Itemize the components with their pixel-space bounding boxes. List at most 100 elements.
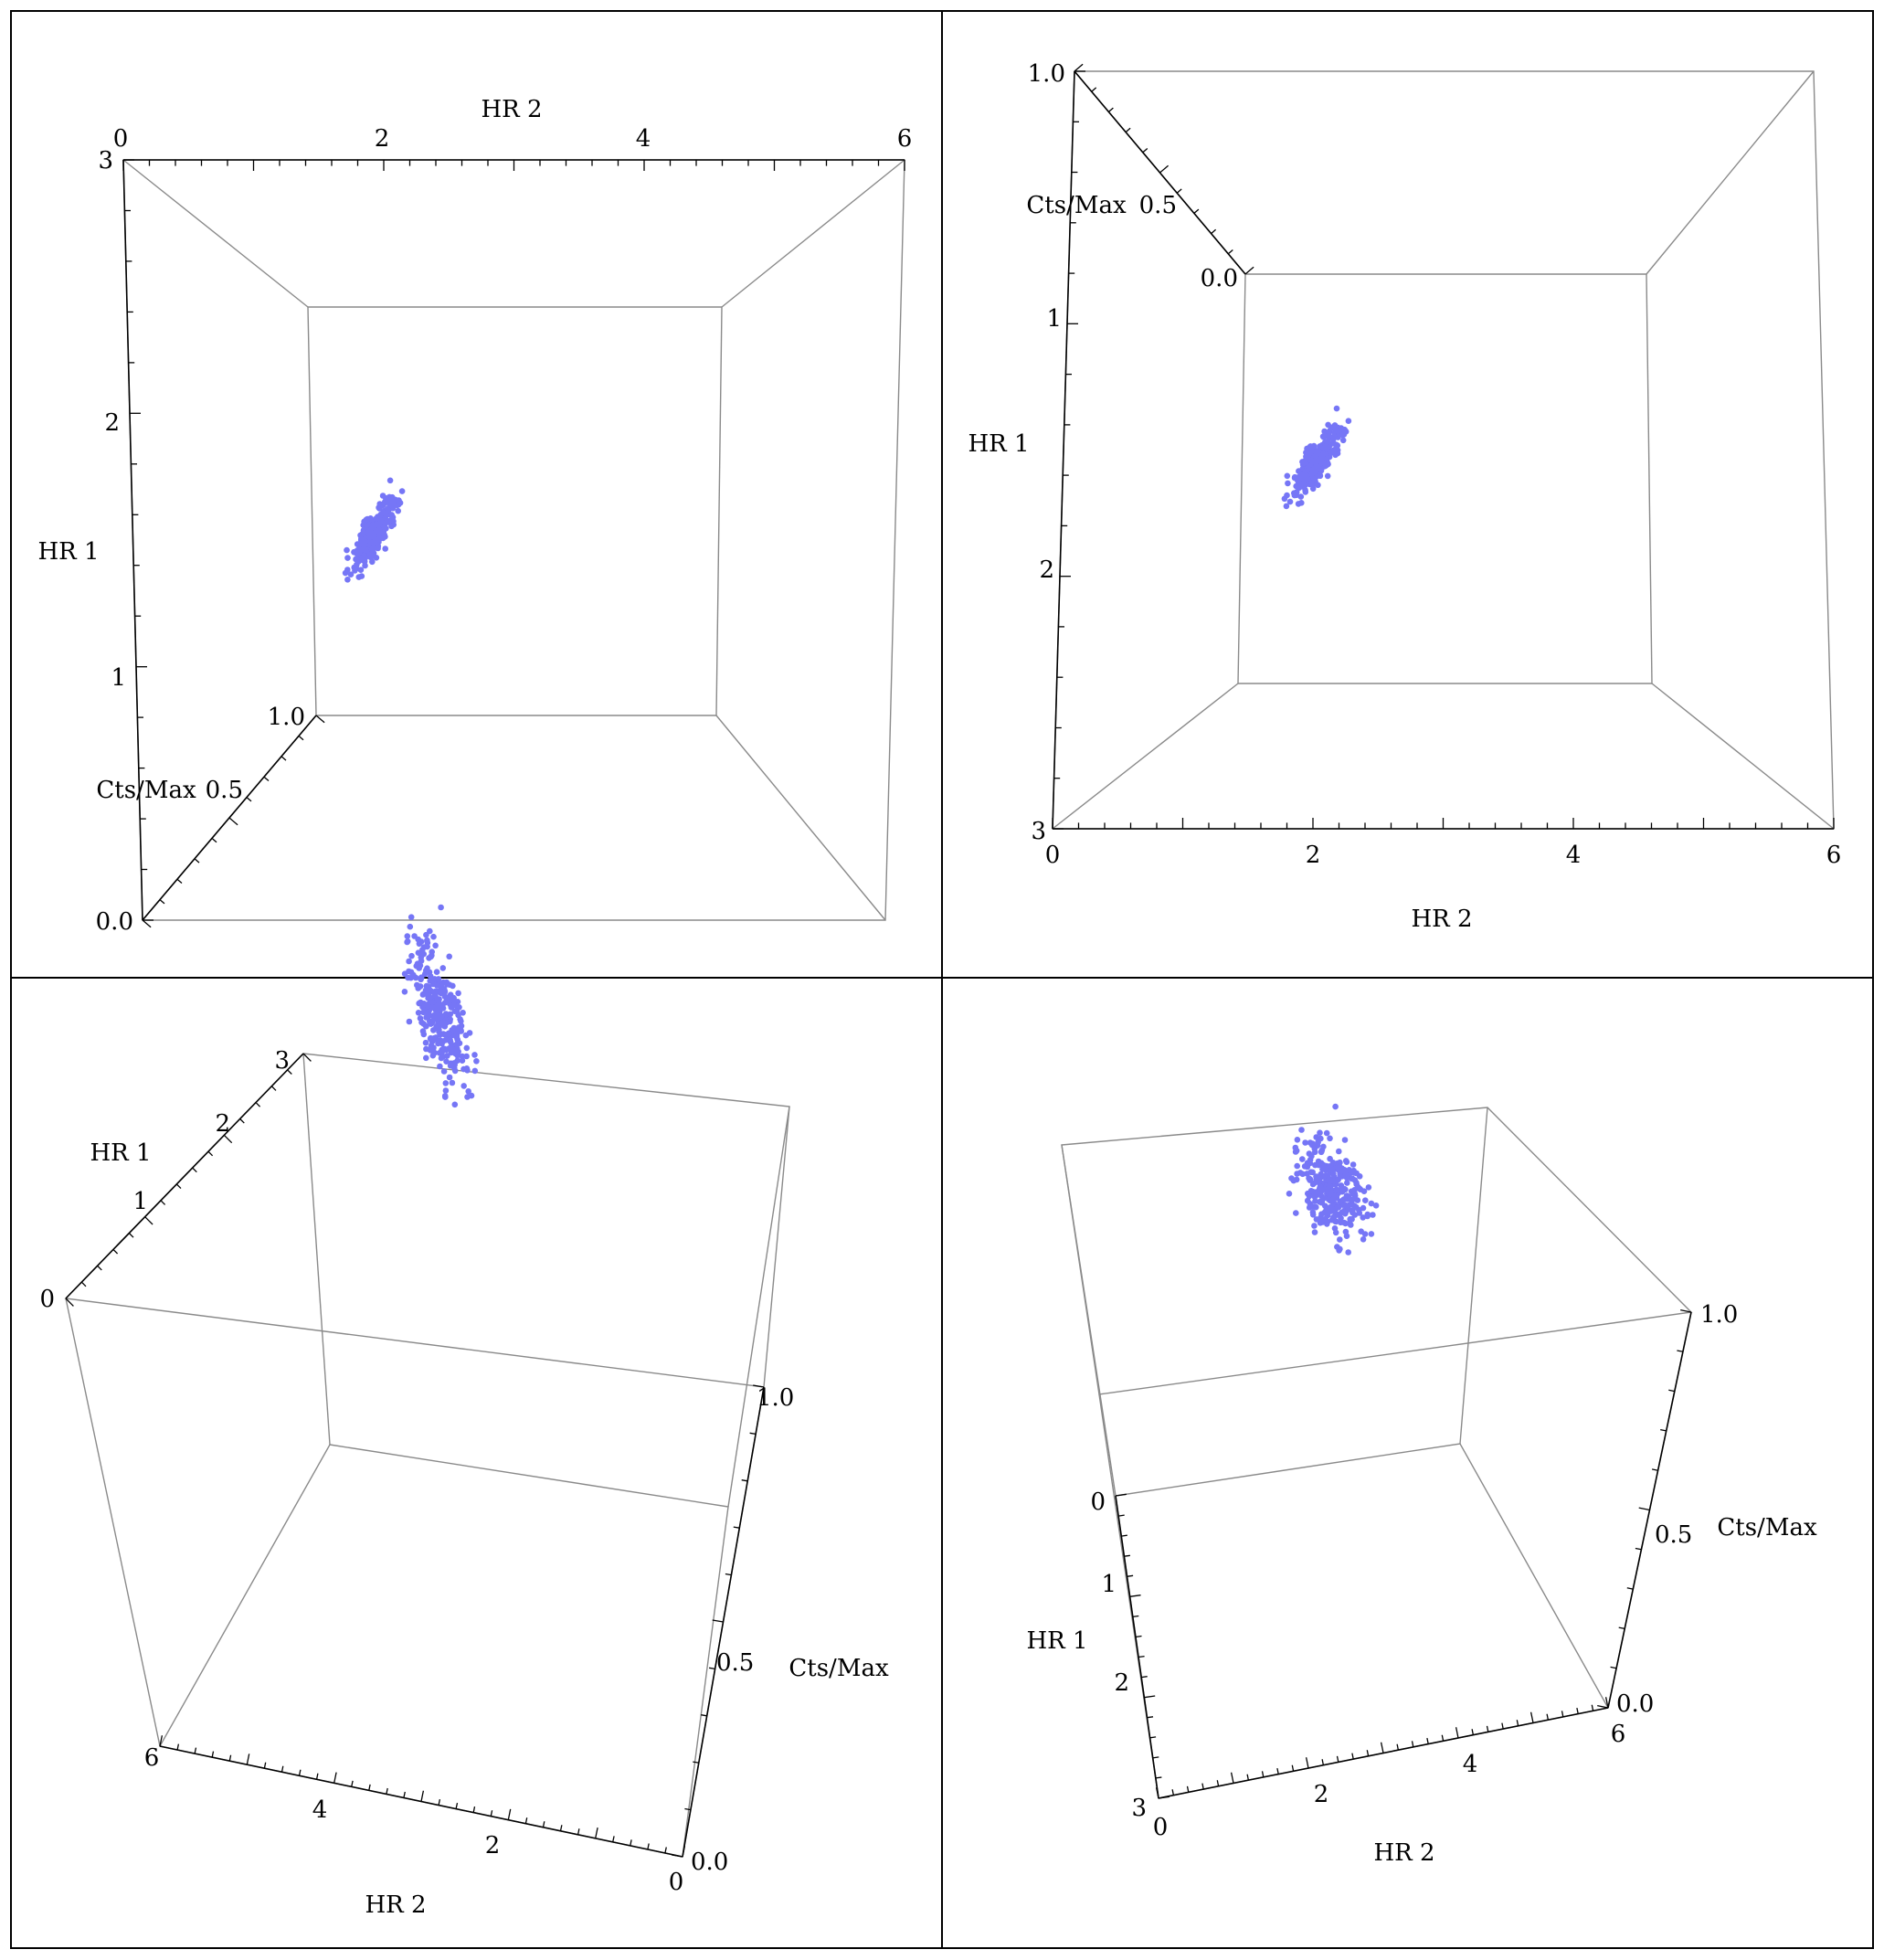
- data-point: [383, 494, 389, 502]
- data-point: [463, 1044, 471, 1052]
- data-point: [406, 968, 412, 975]
- hr1-tick-label: 3: [274, 1047, 290, 1075]
- axis-tick: [159, 1735, 164, 1747]
- data-point: [365, 529, 372, 535]
- data-point: [1345, 418, 1352, 425]
- axis-tick: [1441, 1734, 1445, 1742]
- data-point: [1312, 467, 1318, 473]
- data-point: [407, 914, 415, 920]
- data-point: [1350, 1196, 1357, 1202]
- data-point: [464, 1094, 471, 1100]
- data-point: [1299, 459, 1306, 465]
- axis-tick: [595, 1827, 598, 1838]
- data-point: [1302, 1139, 1308, 1146]
- data-point: [1307, 1177, 1313, 1183]
- data-point: [447, 1018, 453, 1025]
- data-point: [1342, 1186, 1349, 1193]
- axis-tick: [1142, 148, 1148, 154]
- axis-tick: [1261, 1771, 1265, 1778]
- data-point: [415, 1010, 422, 1016]
- hr1-tick-label: 3: [1131, 1795, 1147, 1822]
- panel-bottom-left: 3 2 1 0 HR 1 6 4 2 0 HR 2 1.0 0.5 0.0 Ct…: [39, 904, 889, 1919]
- axis-tick: [1155, 1776, 1162, 1779]
- data-point: [1297, 493, 1305, 500]
- data-point: [398, 488, 406, 494]
- data-point: [407, 974, 415, 981]
- data-point: [1364, 1213, 1371, 1220]
- data-point: [453, 1008, 460, 1014]
- data-point: [344, 555, 351, 561]
- data-point: [438, 904, 444, 911]
- data-point: [1318, 1147, 1326, 1154]
- data-point: [429, 976, 436, 983]
- hr2-tick-label: 0: [1153, 1814, 1169, 1841]
- ctsmax-tick-label: 1.0: [268, 704, 305, 731]
- data-point: [439, 979, 447, 986]
- data-point: [450, 982, 456, 990]
- data-point: [395, 507, 402, 514]
- hr1-axis-label: HR 1: [90, 1139, 151, 1167]
- scatter-points-bottom-left: [401, 904, 480, 1108]
- data-point: [407, 923, 414, 930]
- axis-tick: [1576, 1707, 1579, 1714]
- hr2-tick-label: 6: [144, 1744, 160, 1772]
- ctsmax-tick-label: 0.0: [1201, 265, 1238, 292]
- data-point: [1311, 1223, 1318, 1229]
- data-point: [1317, 443, 1323, 450]
- data-point: [362, 546, 369, 553]
- axis-tick: [1638, 1507, 1650, 1511]
- axis-tick: [315, 715, 325, 724]
- data-point: [439, 1001, 446, 1008]
- data-point: [429, 952, 435, 959]
- ticks-top-left: [122, 159, 905, 928]
- data-point: [437, 1031, 443, 1038]
- data-point: [450, 995, 458, 1001]
- data-point: [1334, 442, 1341, 449]
- axis-tick: [246, 797, 252, 802]
- data-point: [1324, 472, 1331, 480]
- hr2-axis-label: HR 2: [1373, 1839, 1434, 1867]
- data-point: [431, 990, 439, 996]
- axis-tick: [1118, 1514, 1125, 1517]
- axis-tick: [1141, 1676, 1148, 1679]
- data-point: [1324, 439, 1331, 445]
- axis-tick: [1132, 1615, 1139, 1618]
- axis-tick: [490, 1810, 493, 1817]
- axis-tick: [97, 1265, 102, 1271]
- data-point: [423, 1054, 429, 1062]
- data-point: [449, 1047, 455, 1054]
- data-point: [471, 1067, 479, 1075]
- axis-tick: [192, 1167, 197, 1173]
- axis-tick: [1486, 1725, 1489, 1732]
- data-point: [436, 996, 442, 1002]
- axis-tick: [577, 1828, 580, 1835]
- data-point: [1283, 503, 1290, 510]
- data-point: [430, 1027, 437, 1033]
- data-point: [439, 965, 447, 971]
- data-point: [1313, 1134, 1319, 1140]
- axis-tick: [682, 1846, 686, 1858]
- ctsmax-tick-label: 0.0: [691, 1849, 728, 1876]
- data-point: [1312, 460, 1319, 466]
- data-point: [396, 498, 402, 504]
- data-point: [460, 1010, 466, 1016]
- data-point: [1351, 1202, 1358, 1209]
- axis-tick: [1626, 1587, 1634, 1590]
- data-point: [373, 515, 380, 522]
- axis-tick: [612, 1836, 615, 1843]
- data-point: [466, 1030, 473, 1036]
- axis-tick: [228, 1754, 232, 1762]
- axis-tick: [65, 1298, 74, 1307]
- data-point: [427, 927, 433, 935]
- data-point: [1361, 1231, 1369, 1237]
- data-point: [448, 1004, 455, 1011]
- axis-tick: [1155, 1787, 1159, 1799]
- data-point: [439, 1047, 447, 1054]
- axis-tick: [1455, 1727, 1459, 1739]
- axis-tick: [1610, 1666, 1617, 1669]
- data-point: [447, 1039, 454, 1045]
- axis-tick: [1668, 1389, 1675, 1393]
- axis-tick: [1091, 87, 1097, 92]
- data-point: [459, 1053, 466, 1060]
- axis-tick: [280, 756, 287, 761]
